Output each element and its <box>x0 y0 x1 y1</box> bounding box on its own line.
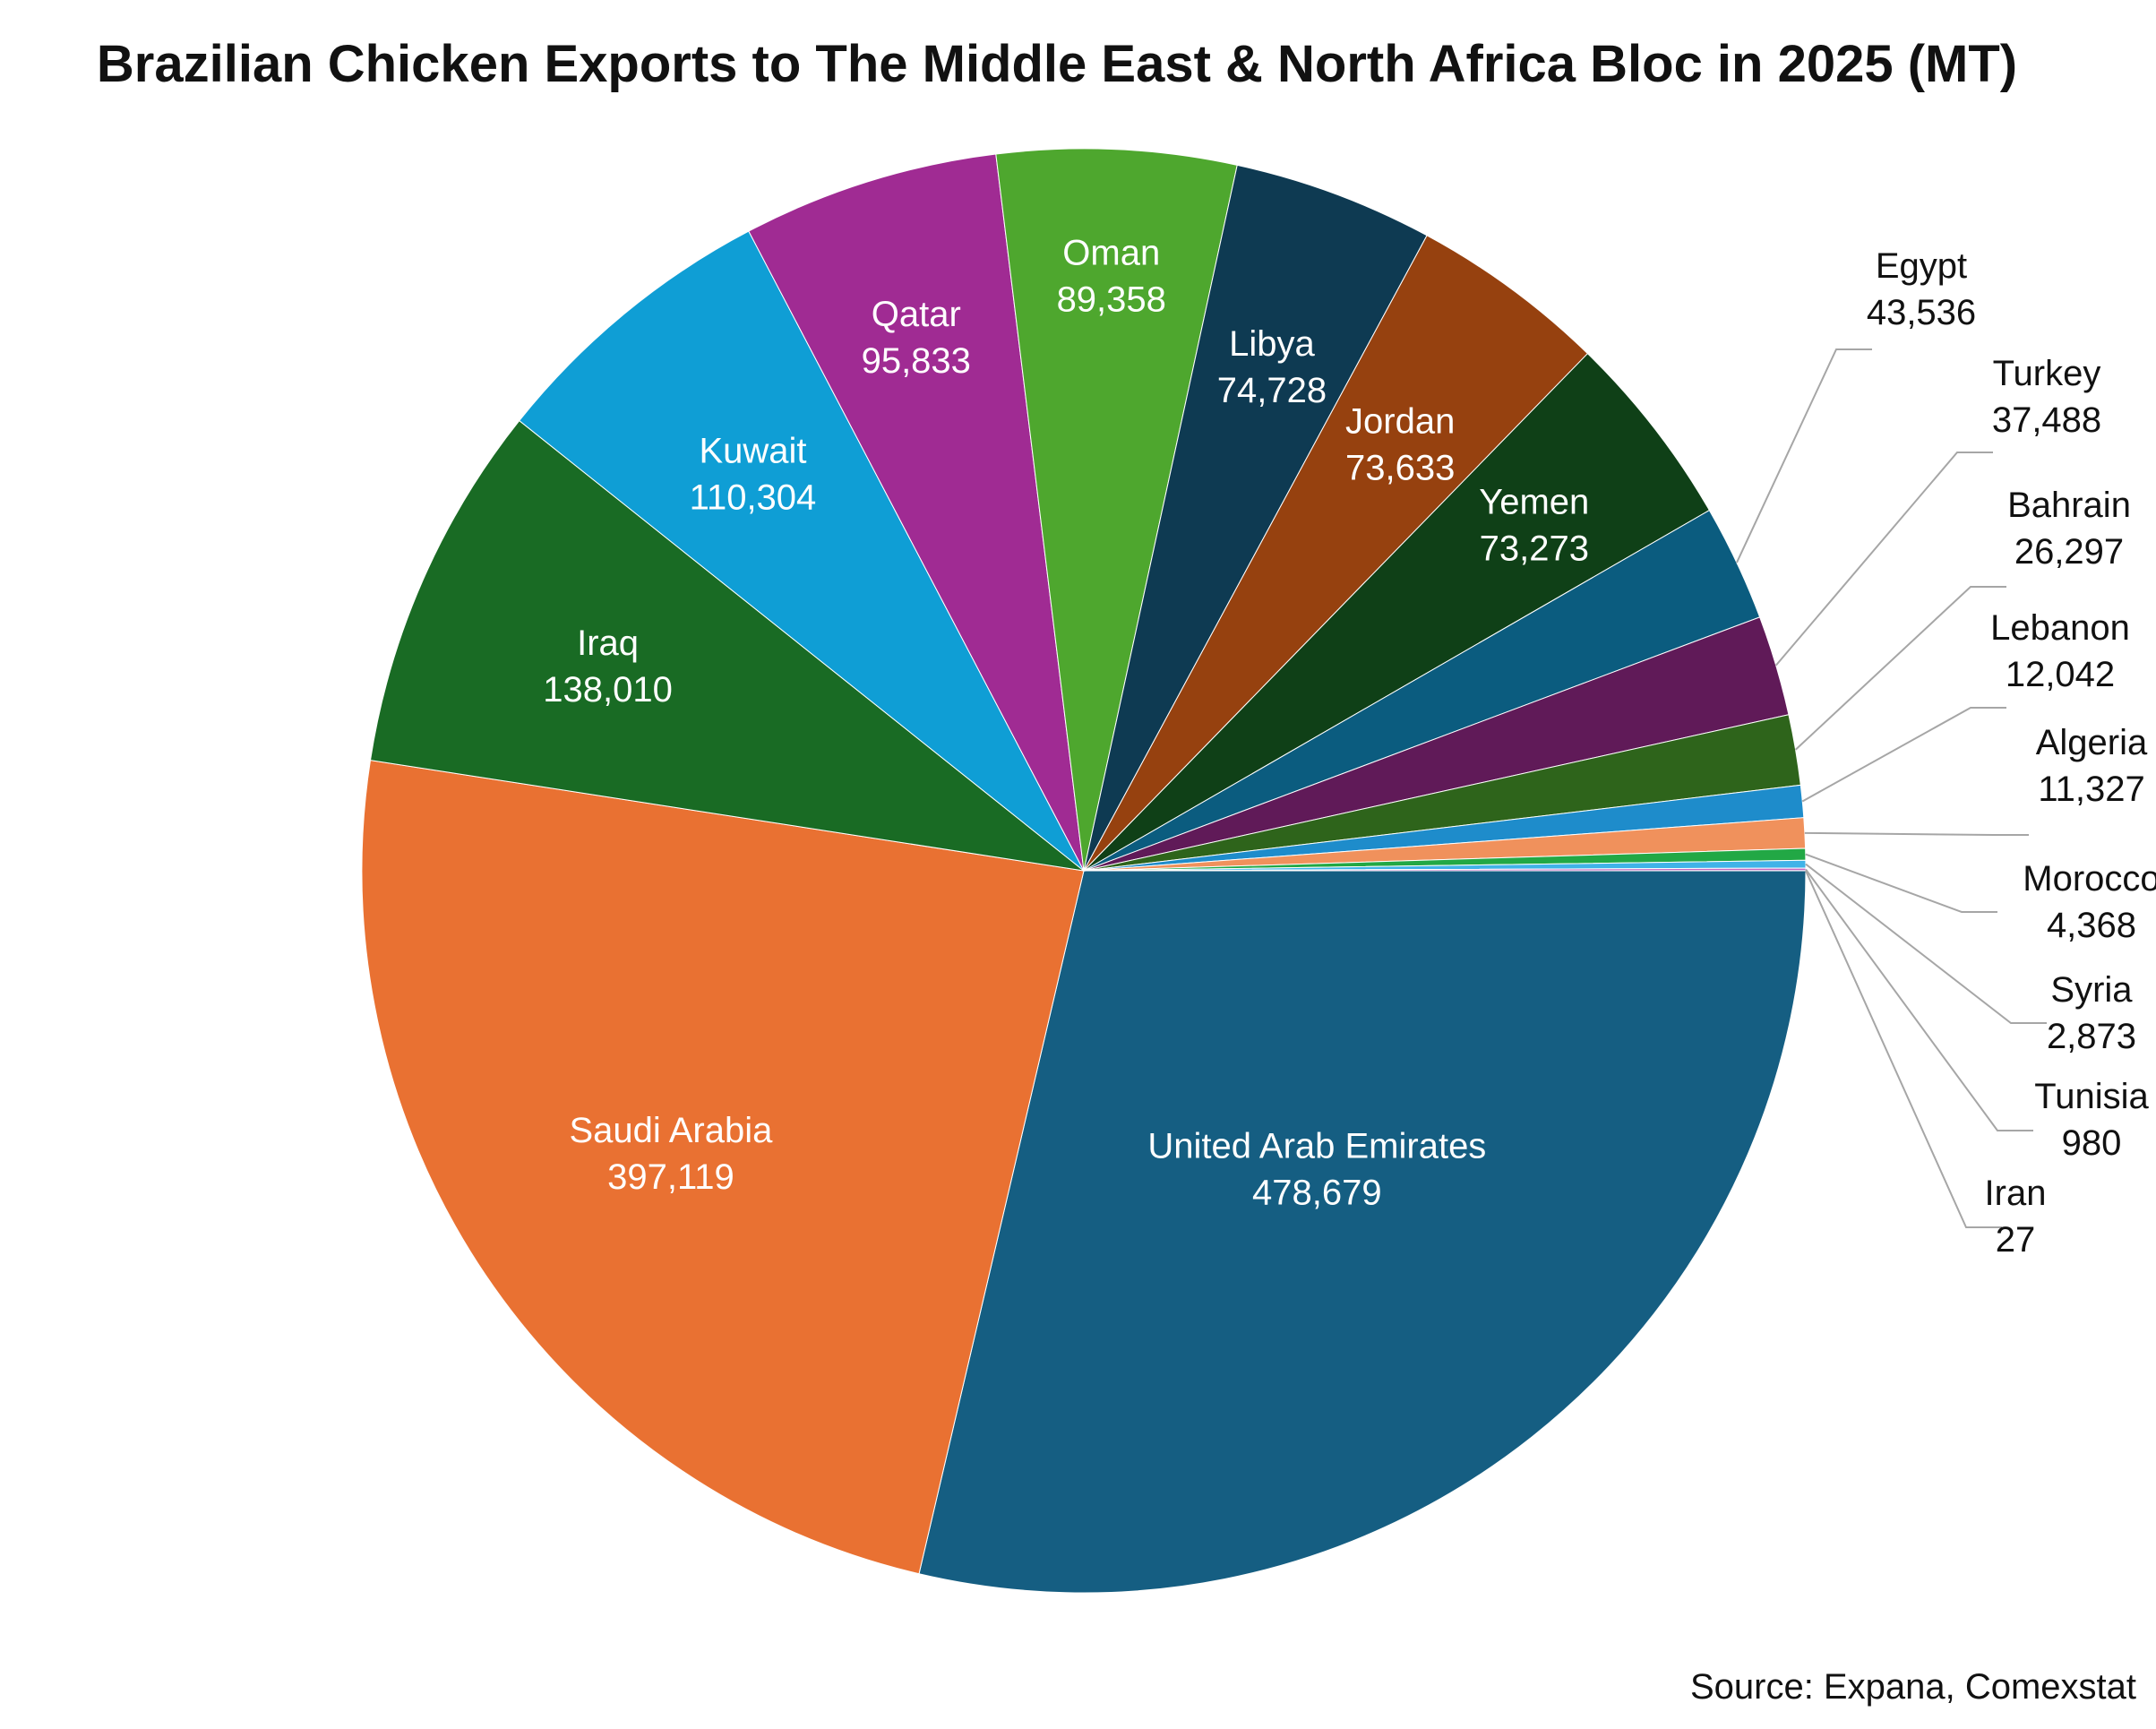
leader-syria <box>1805 863 2047 1024</box>
leader-egypt <box>1736 348 1872 563</box>
label-libya: Libya 74,728 <box>1217 324 1327 410</box>
label-value-egypt: 43,536 <box>1867 293 1976 332</box>
label-morocco: Morocco 4,368 <box>2023 859 2156 945</box>
label-name-qatar: Qatar <box>872 295 961 334</box>
label-name-lebanon: Lebanon <box>1990 608 2130 648</box>
label-name-libya: Libya <box>1229 324 1315 364</box>
label-jordan: Jordan 73,633 <box>1345 401 1455 487</box>
slice-libya <box>1083 164 1428 872</box>
leader-lebanon <box>1801 707 2006 803</box>
label-bahrain: Bahrain 26,297 <box>2007 486 2131 572</box>
leader-tunisia <box>1805 868 2033 1131</box>
label-name-oman: Oman <box>1062 234 1160 273</box>
slice-united-arab-emirates <box>918 870 1807 1594</box>
label-name-kuwait: Kuwait <box>699 432 806 471</box>
label-value-qatar: 95,833 <box>862 341 971 381</box>
label-value-iran: 27 <box>1996 1220 2036 1260</box>
label-name-algeria: Algeria <box>2036 723 2148 762</box>
label-name-turkey: Turkey <box>1993 354 2101 393</box>
label-name-iran: Iran <box>1985 1174 2047 1213</box>
chart-title: Brazilian Chicken Exports to The Middle … <box>96 35 2018 93</box>
label-name-tunisia: Tunisia <box>2034 1077 2149 1116</box>
label-value-bahrain: 26,297 <box>2014 532 2124 572</box>
source-note: Source: Expana, Comexstat <box>1689 1667 2136 1707</box>
label-turkey: Turkey 37,488 <box>1992 354 2101 440</box>
label-value-libya: 74,728 <box>1217 371 1327 410</box>
pie-slices <box>361 148 1807 1594</box>
label-name-iraq: Iraq <box>577 624 639 663</box>
label-tunisia: Tunisia 980 <box>2034 1077 2149 1163</box>
label-value-turkey: 37,488 <box>1992 400 2101 440</box>
label-yemen: Yemen 73,273 <box>1479 482 1589 568</box>
leader-morocco <box>1805 853 1997 913</box>
slice-qatar <box>748 153 1085 872</box>
slice-jordan <box>1083 235 1589 872</box>
label-name-bahrain: Bahrain <box>2007 486 2131 525</box>
label-value-syria: 2,873 <box>2047 1017 2136 1056</box>
label-syria: Syria 2,873 <box>2047 970 2136 1056</box>
label-value-morocco: 4,368 <box>2047 906 2136 945</box>
label-value-tunisia: 980 <box>2062 1123 2122 1163</box>
label-name-yemen: Yemen <box>1479 482 1589 521</box>
label-egypt: Egypt 43,536 <box>1867 246 1976 332</box>
label-value-yemen: 73,273 <box>1480 529 1589 568</box>
slice-yemen <box>1083 352 1711 872</box>
label-united-arab-emirates: United Arab Emirates 478,679 <box>1147 1126 1486 1212</box>
label-saudi-arabia: Saudi Arabia 397,119 <box>570 1111 774 1197</box>
label-name-jordan: Jordan <box>1345 401 1455 441</box>
label-value-united-arab-emirates: 478,679 <box>1252 1173 1382 1212</box>
label-value-jordan: 73,633 <box>1345 448 1455 487</box>
label-iran: Iran 27 <box>1985 1174 2047 1260</box>
label-name-egypt: Egypt <box>1876 246 1967 286</box>
label-qatar: Qatar 95,833 <box>862 295 971 381</box>
leader-algeria <box>1804 831 2029 836</box>
label-value-kuwait: 110,304 <box>690 478 817 518</box>
slice-saudi-arabia <box>361 759 1085 1575</box>
leader-bahrain <box>1794 586 2006 751</box>
label-name-syria: Syria <box>2050 970 2133 1010</box>
leader-turkey <box>1774 452 1993 667</box>
label-name-saudi-arabia: Saudi Arabia <box>570 1111 774 1150</box>
label-value-oman: 89,358 <box>1057 280 1166 320</box>
label-value-algeria: 11,327 <box>2038 770 2144 809</box>
leader-lines <box>1736 348 2047 1228</box>
label-name-united-arab-emirates: United Arab Emirates <box>1147 1126 1486 1166</box>
slice-iraq <box>369 419 1086 872</box>
label-oman: Oman 89,358 <box>1057 234 1166 320</box>
label-value-saudi-arabia: 397,119 <box>607 1157 734 1197</box>
label-name-morocco: Morocco <box>2023 859 2156 899</box>
label-kuwait: Kuwait 110,304 <box>690 432 817 518</box>
slice-kuwait <box>519 230 1085 872</box>
label-value-lebanon: 12,042 <box>2006 655 2115 694</box>
leader-iran <box>1805 870 2002 1228</box>
label-value-iraq: 138,010 <box>543 670 673 710</box>
label-iraq: Iraq 138,010 <box>543 624 673 710</box>
label-lebanon: Lebanon 12,042 <box>1990 608 2130 694</box>
slice-oman <box>995 148 1238 872</box>
label-algeria: Algeria 11,327 <box>2036 723 2148 809</box>
slice-labels: United Arab Emirates 478,679 Saudi Arabia 3… <box>543 234 2156 1260</box>
